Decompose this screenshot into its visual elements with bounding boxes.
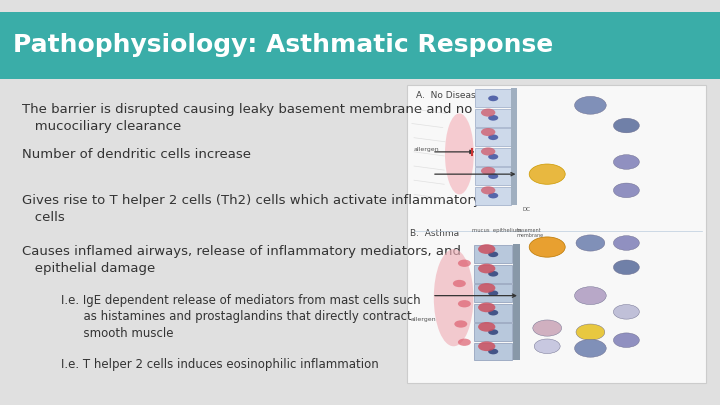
Circle shape <box>488 134 498 140</box>
Circle shape <box>478 264 495 273</box>
Circle shape <box>478 322 495 332</box>
Text: allergen: allergen <box>410 317 436 322</box>
Bar <box>475 187 511 205</box>
Ellipse shape <box>445 113 474 194</box>
Circle shape <box>488 349 498 354</box>
Circle shape <box>481 147 495 156</box>
Circle shape <box>576 235 605 251</box>
Text: DC: DC <box>523 207 531 211</box>
Circle shape <box>488 154 498 160</box>
Circle shape <box>613 118 639 133</box>
Circle shape <box>481 109 495 117</box>
Circle shape <box>478 303 495 312</box>
Bar <box>475 109 511 127</box>
Circle shape <box>488 252 498 257</box>
Circle shape <box>453 280 466 287</box>
Bar <box>0 12 720 79</box>
Bar <box>474 323 512 341</box>
Bar <box>475 128 511 146</box>
Text: B.  Asthma: B. Asthma <box>410 229 459 238</box>
Bar <box>474 245 512 263</box>
Circle shape <box>613 333 639 347</box>
Circle shape <box>481 128 495 136</box>
Circle shape <box>529 164 565 184</box>
Circle shape <box>488 290 498 296</box>
Circle shape <box>481 186 495 194</box>
Circle shape <box>478 244 495 254</box>
Text: Causes inflamed airways, release of inflammatory mediators, and
   epithelial da: Causes inflamed airways, release of infl… <box>22 245 461 275</box>
Bar <box>474 265 512 283</box>
Bar <box>511 88 517 205</box>
Bar <box>475 167 511 185</box>
Bar <box>407 85 706 383</box>
Circle shape <box>478 283 495 293</box>
Circle shape <box>488 310 498 315</box>
Circle shape <box>458 260 471 267</box>
Circle shape <box>488 329 498 335</box>
Circle shape <box>488 271 498 277</box>
Bar <box>474 304 512 322</box>
Circle shape <box>481 167 495 175</box>
Bar <box>474 343 512 360</box>
Circle shape <box>613 155 639 169</box>
Text: Gives rise to T helper 2 cells (Th2) cells which activate inflammatory
   cells: Gives rise to T helper 2 cells (Th2) cel… <box>22 194 480 224</box>
Bar <box>475 148 511 166</box>
Circle shape <box>458 339 471 346</box>
Bar <box>475 90 511 107</box>
Bar <box>474 284 512 302</box>
Text: basement
membrane: basement membrane <box>517 228 544 239</box>
Circle shape <box>488 115 498 121</box>
Text: I.e. T helper 2 cells induces eosinophilic inflammation: I.e. T helper 2 cells induces eosinophil… <box>61 358 379 371</box>
Circle shape <box>575 339 606 357</box>
Circle shape <box>613 305 639 319</box>
Text: A.  No Disease: A. No Disease <box>416 91 482 100</box>
Circle shape <box>575 287 606 305</box>
Text: Number of dendritic cells increase: Number of dendritic cells increase <box>22 148 251 161</box>
Circle shape <box>454 320 467 328</box>
Circle shape <box>613 260 639 275</box>
Ellipse shape <box>433 249 474 346</box>
Circle shape <box>488 96 498 101</box>
Circle shape <box>613 236 639 250</box>
Text: Pathophysiology: Asthmatic Response: Pathophysiology: Asthmatic Response <box>13 33 553 58</box>
Circle shape <box>613 183 639 198</box>
Text: The barrier is disrupted causing leaky basement membrane and no
   mucociliary c: The barrier is disrupted causing leaky b… <box>22 103 472 133</box>
Text: mucus  epithelium: mucus epithelium <box>472 228 522 232</box>
Circle shape <box>576 324 605 340</box>
Circle shape <box>488 173 498 179</box>
Circle shape <box>458 300 471 307</box>
Text: I.e. IgE dependent release of mediators from mast cells such
      as histamines: I.e. IgE dependent release of mediators … <box>61 294 420 340</box>
Circle shape <box>534 339 560 354</box>
Text: allergen: allergen <box>413 147 439 151</box>
Circle shape <box>529 237 565 257</box>
Circle shape <box>488 193 498 198</box>
Bar <box>513 244 520 360</box>
Circle shape <box>478 341 495 351</box>
Circle shape <box>533 320 562 336</box>
Circle shape <box>575 96 606 114</box>
